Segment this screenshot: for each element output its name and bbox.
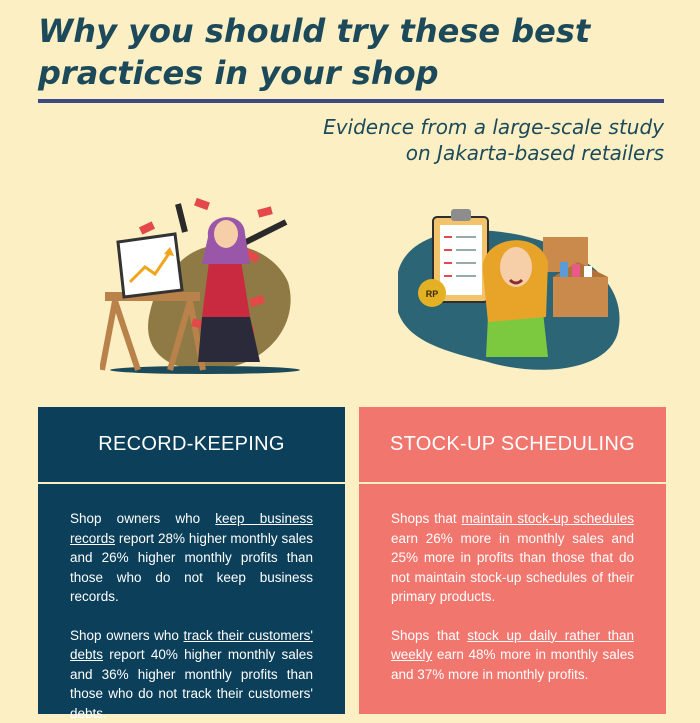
woman-celebrating-sales-chart-icon [100,192,300,377]
record-keeping-p1-text: Shop owners who [70,511,215,526]
maintain-stock-up-schedules-link: maintain stock-up schedules [461,511,634,526]
stock-up-paragraph-1: Shops that maintain stock-up schedules e… [391,509,634,607]
stock-up-p2-text: Shops that [391,628,467,643]
subtitle-line-2: on Jakarta-based retailers [244,140,664,166]
subtitle: Evidence from a large-scale study on Jak… [244,114,664,166]
record-keeping-paragraph-1: Shop owners who keep business records re… [70,509,313,607]
stock-up-paragraph-2: Shops that stock up daily rather than we… [391,626,634,685]
record-keeping-p2-rest: report 40% higher monthly sales and 36% … [70,647,313,721]
subtitle-line-1: Evidence from a large-scale study [244,114,664,140]
woman-with-checklist-and-stock-boxes-icon: RP [388,192,643,377]
stock-up-p1-text: Shops that [391,511,461,526]
title-divider [38,99,664,103]
stock-up-scheduling-body: Shops that maintain stock-up schedules e… [359,484,666,714]
coin-label: RP [426,289,439,299]
page-title: Why you should try these best practices … [38,10,678,94]
stock-up-scheduling-header: STOCK-UP SCHEDULING [359,407,666,482]
stock-up-p1-rest: earn 26% more in monthly sales and 25% m… [391,531,634,605]
record-keeping-paragraph-2: Shop owners who track their customers' d… [70,626,313,723]
record-keeping-p2-text: Shop owners who [70,628,184,643]
record-keeping-header: RECORD-KEEPING [38,407,345,482]
record-keeping-body: Shop owners who keep business records re… [38,484,345,714]
